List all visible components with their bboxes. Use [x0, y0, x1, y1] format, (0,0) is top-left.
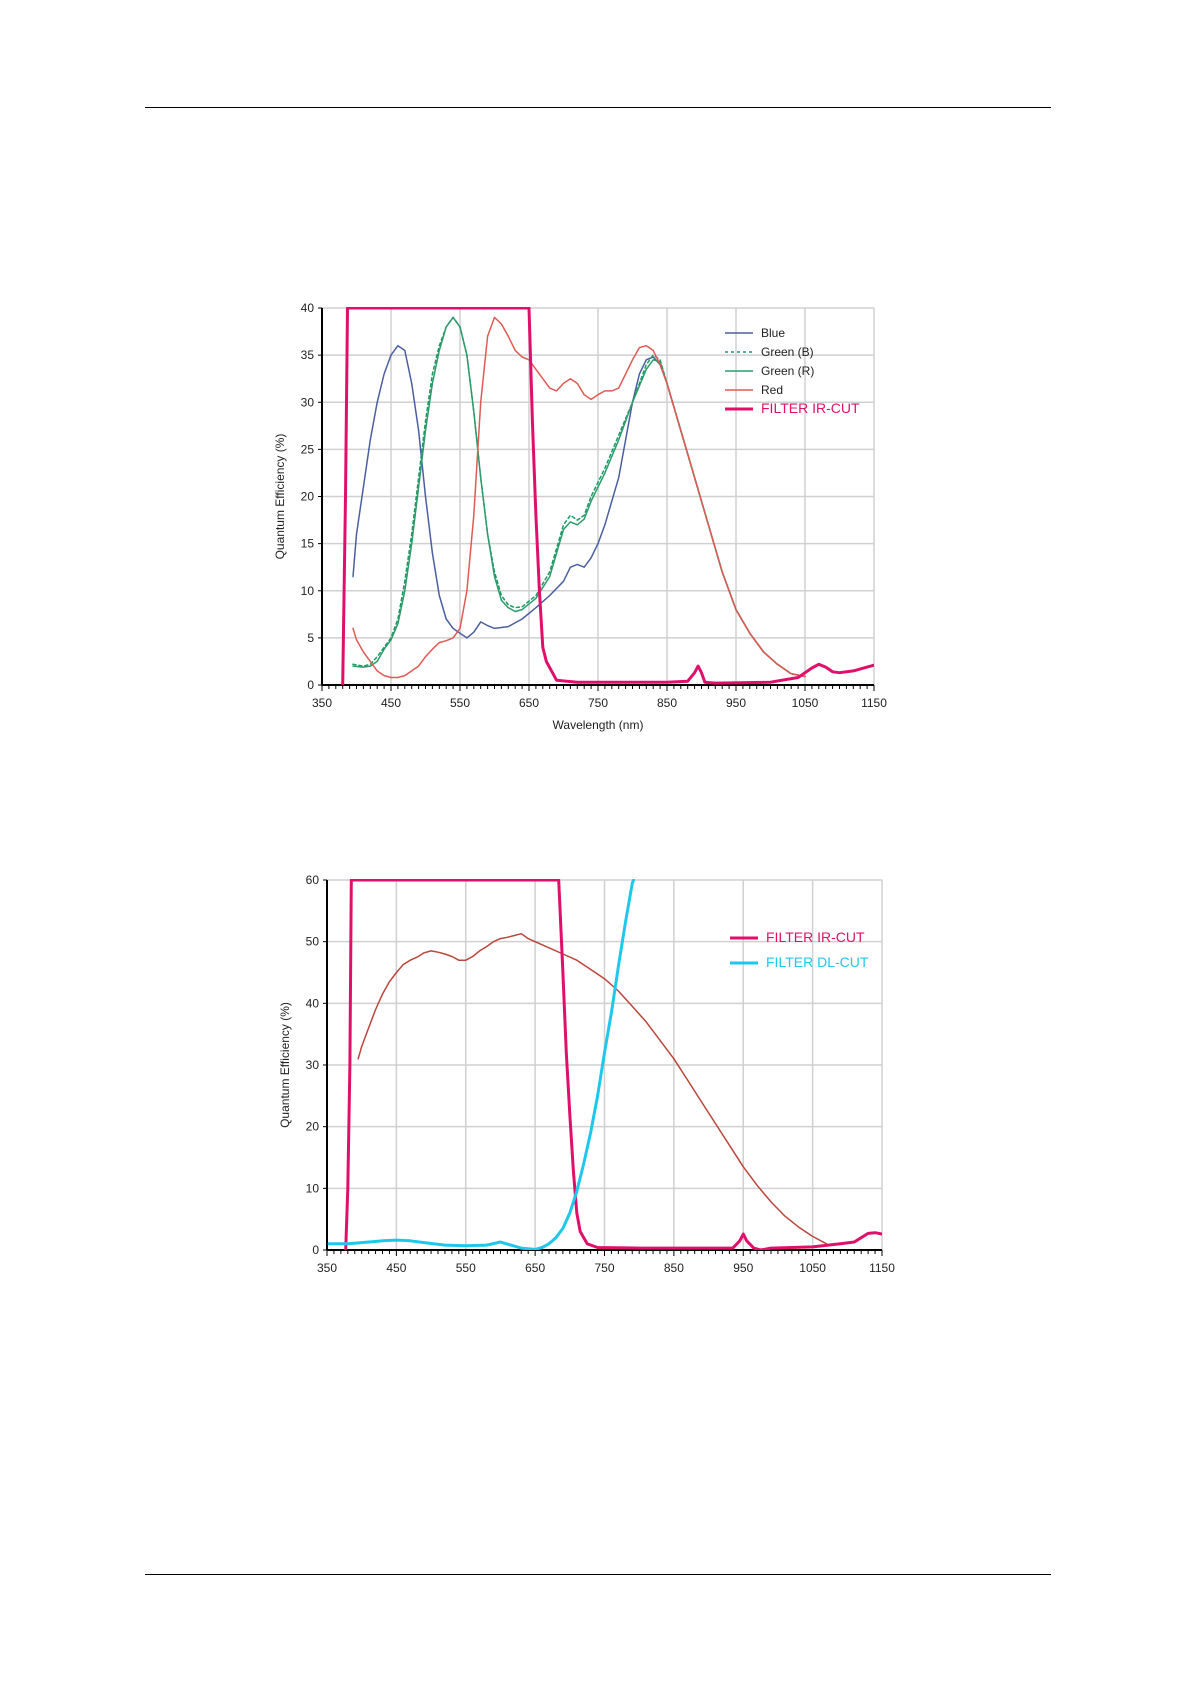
x-tick-label: 350 — [312, 696, 332, 710]
y-tick-label: 40 — [301, 301, 315, 315]
x-tick-label: 1050 — [792, 696, 819, 710]
y-tick-label: 50 — [306, 935, 320, 949]
legend-label: Red — [761, 383, 783, 397]
y-tick-label: 20 — [301, 490, 315, 504]
legend-label: Green (R) — [761, 364, 814, 378]
y-tick-label: 5 — [307, 631, 314, 645]
y-tick-label: 30 — [306, 1058, 320, 1072]
x-tick-label: 950 — [733, 1261, 753, 1275]
x-tick-label: 550 — [450, 696, 470, 710]
chart-mono-quantum-efficiency: 350 450 550 650 750 850 950 1050 1150 0 10 20 30 40 50… — [265, 870, 905, 1290]
y-tick-label: 35 — [301, 348, 315, 362]
footer-rule — [145, 1574, 1051, 1575]
y-tick-label: 25 — [301, 442, 315, 456]
series-line-red — [352, 316, 806, 679]
x-tick-label: 1150 — [861, 696, 887, 710]
series-line-sensor-qe — [357, 932, 828, 1245]
header-rule — [145, 107, 1051, 108]
x-tick-label: 1150 — [869, 1261, 895, 1275]
series-line-filter-ir-cut — [344, 879, 882, 1250]
x-tick-label: 850 — [657, 696, 677, 710]
y-tick-label: 15 — [301, 537, 315, 551]
chart-rgb-quantum-efficiency: 350 450 550 650 750 850 950 1050 1150 0 5 10 15 20 25 3… — [265, 295, 895, 733]
legend-label: FILTER IR-CUT — [766, 929, 865, 945]
x-tick-label: 650 — [519, 696, 539, 710]
legend-label: Blue — [761, 326, 785, 340]
x-tick-label: 1050 — [799, 1261, 826, 1275]
x-axis-label: Wavelength (nm) — [553, 718, 644, 732]
x-tick-label: 450 — [386, 1261, 406, 1275]
x-tick-label: 750 — [588, 696, 608, 710]
chart-2-svg: 350 450 550 650 750 850 950 1050 1150 0 10 20 30 40 50… — [278, 873, 895, 1275]
y-tick-label: 40 — [306, 996, 320, 1010]
x-tick-label: 550 — [456, 1261, 476, 1275]
y-tick-label: 20 — [306, 1120, 320, 1134]
x-tick-label: 450 — [381, 696, 401, 710]
series-line-filter-ir-cut — [341, 307, 874, 685]
legend-label: FILTER DL-CUT — [766, 954, 869, 970]
y-tick-label: 0 — [312, 1243, 319, 1257]
y-tick-label: 30 — [301, 395, 315, 409]
legend-label: FILTER IR-CUT — [761, 400, 860, 416]
x-tick-label: 650 — [525, 1261, 545, 1275]
chart-1-svg: 350 450 550 650 750 850 950 1050 1150 0 5 10 15 20 25 3… — [273, 301, 887, 732]
y-tick-label: 60 — [306, 873, 320, 887]
y-tick-label: 0 — [307, 678, 314, 692]
y-tick-label: 10 — [301, 584, 315, 598]
x-tick-label: 950 — [726, 696, 746, 710]
legend-label: Green (B) — [761, 345, 814, 359]
y-axis-label: Quantum Efficiency (%) — [278, 1002, 292, 1128]
y-tick-label: 10 — [306, 1181, 320, 1195]
y-axis-label: Quantum Efficiency (%) — [273, 434, 287, 560]
x-tick-label: 850 — [664, 1261, 684, 1275]
x-tick-label: 350 — [317, 1261, 337, 1275]
x-tick-label: 750 — [594, 1261, 614, 1275]
series-line-filter-dl-cut — [327, 879, 636, 1250]
